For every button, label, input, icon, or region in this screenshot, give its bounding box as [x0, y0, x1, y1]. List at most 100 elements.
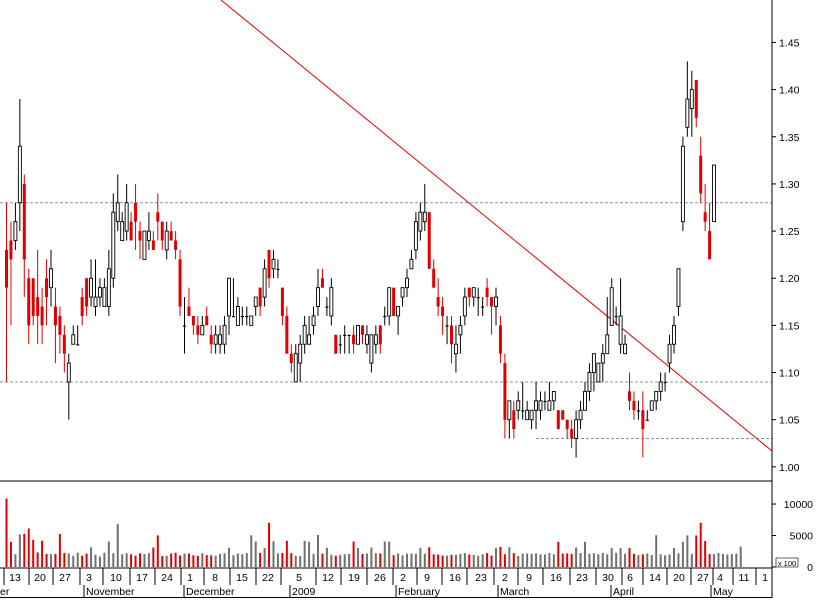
- candle-body: [164, 230, 169, 251]
- day-label: 3: [86, 572, 92, 584]
- candle-body: [298, 343, 303, 364]
- volume-bar: [196, 555, 199, 567]
- volume-bar: [450, 554, 453, 567]
- candle-body: [9, 240, 13, 260]
- day-label: 22: [262, 572, 274, 584]
- volume-bar: [23, 533, 26, 567]
- price-tick-label: 1.40: [779, 85, 800, 97]
- volume-bar: [690, 553, 693, 567]
- candle-body: [311, 315, 316, 326]
- candle-body: [124, 202, 129, 232]
- volume-bar: [419, 547, 422, 567]
- volume-bar: [67, 553, 70, 567]
- volume-bar: [250, 535, 253, 567]
- volume-bar: [512, 553, 515, 567]
- candle-body: [632, 400, 636, 411]
- volume-bar: [561, 553, 564, 567]
- volume-bar: [374, 553, 377, 567]
- volume-bar: [517, 555, 520, 567]
- candle-body: [694, 80, 698, 118]
- volume-bar: [508, 547, 511, 567]
- candle-body: [17, 145, 22, 204]
- candle-body: [66, 362, 71, 383]
- candle-body: [583, 390, 587, 411]
- candle-body: [58, 315, 62, 335]
- day-label: 11: [739, 572, 750, 584]
- volume-bar: [606, 554, 609, 567]
- volume-bar: [454, 554, 457, 567]
- volume-bar: [121, 554, 124, 567]
- volume-bar: [27, 528, 30, 567]
- price-tick-label: 1.10: [779, 368, 800, 380]
- volume-bar: [619, 548, 622, 567]
- candle-body: [22, 183, 26, 260]
- month-label: April: [613, 586, 634, 598]
- candle-body: [636, 410, 640, 412]
- day-label: 2: [502, 572, 508, 584]
- volume-bar: [388, 541, 391, 567]
- volume-bar: [90, 547, 93, 567]
- candle-body: [507, 400, 512, 421]
- candle-body: [436, 297, 440, 307]
- candle-body: [658, 381, 663, 392]
- candle-body: [5, 249, 8, 288]
- volume-bar: [468, 554, 471, 567]
- candle-body: [45, 278, 49, 298]
- candle-body: [556, 410, 560, 430]
- candle-body: [352, 334, 356, 345]
- day-label: 17: [136, 572, 148, 584]
- volume-bar: [739, 546, 742, 567]
- volume-bar: [139, 553, 141, 567]
- candle-body: [672, 324, 676, 345]
- candle-body: [120, 221, 125, 241]
- candle-body: [570, 429, 574, 439]
- candle-body: [605, 334, 610, 355]
- day-label: 27: [59, 572, 71, 584]
- day-label: 8: [212, 572, 218, 584]
- candle-body: [663, 381, 667, 384]
- candle-body: [146, 230, 151, 241]
- candle-body: [262, 268, 267, 298]
- day-label: 14: [649, 572, 661, 584]
- candle-body: [53, 306, 57, 326]
- candle-body: [151, 240, 155, 250]
- candle-body: [516, 400, 521, 411]
- candle-body: [245, 315, 249, 318]
- volume-bar: [503, 554, 506, 567]
- volume-bar: [263, 548, 266, 567]
- candle-body: [565, 419, 569, 430]
- candle-body: [365, 334, 369, 345]
- volume-bar: [361, 554, 364, 567]
- volume-bar: [325, 547, 328, 567]
- volume-bar: [343, 554, 346, 567]
- volume-bar: [268, 522, 271, 567]
- volume-bar: [548, 552, 551, 567]
- volume-bar: [704, 541, 707, 567]
- volume-bar: [107, 541, 110, 567]
- month-label: er: [0, 586, 10, 598]
- price-tick-label: 1.00: [779, 462, 800, 474]
- volume-bar: [214, 555, 217, 567]
- volume-series: [5, 498, 742, 567]
- price-tick-label: 1.30: [779, 179, 800, 191]
- candle-body: [183, 325, 186, 327]
- candle-body: [561, 410, 565, 420]
- volume-bar: [223, 553, 226, 567]
- candle-body: [427, 212, 431, 269]
- candle-body: [703, 212, 707, 222]
- volume-bar: [330, 554, 333, 567]
- candle-body: [27, 278, 31, 326]
- volume-bar: [290, 553, 293, 567]
- volume-bar: [521, 553, 524, 567]
- candle-body: [160, 221, 164, 241]
- volume-bar: [94, 554, 97, 567]
- volume-bar: [179, 555, 182, 567]
- volume-bar: [584, 541, 586, 567]
- candle-body: [396, 306, 401, 317]
- candle-body: [258, 287, 262, 307]
- candle-body: [227, 277, 231, 317]
- volume-bar: [379, 553, 382, 567]
- candle-body: [134, 202, 138, 222]
- candlestick-series: [5, 61, 716, 458]
- volume-bar: [588, 553, 591, 567]
